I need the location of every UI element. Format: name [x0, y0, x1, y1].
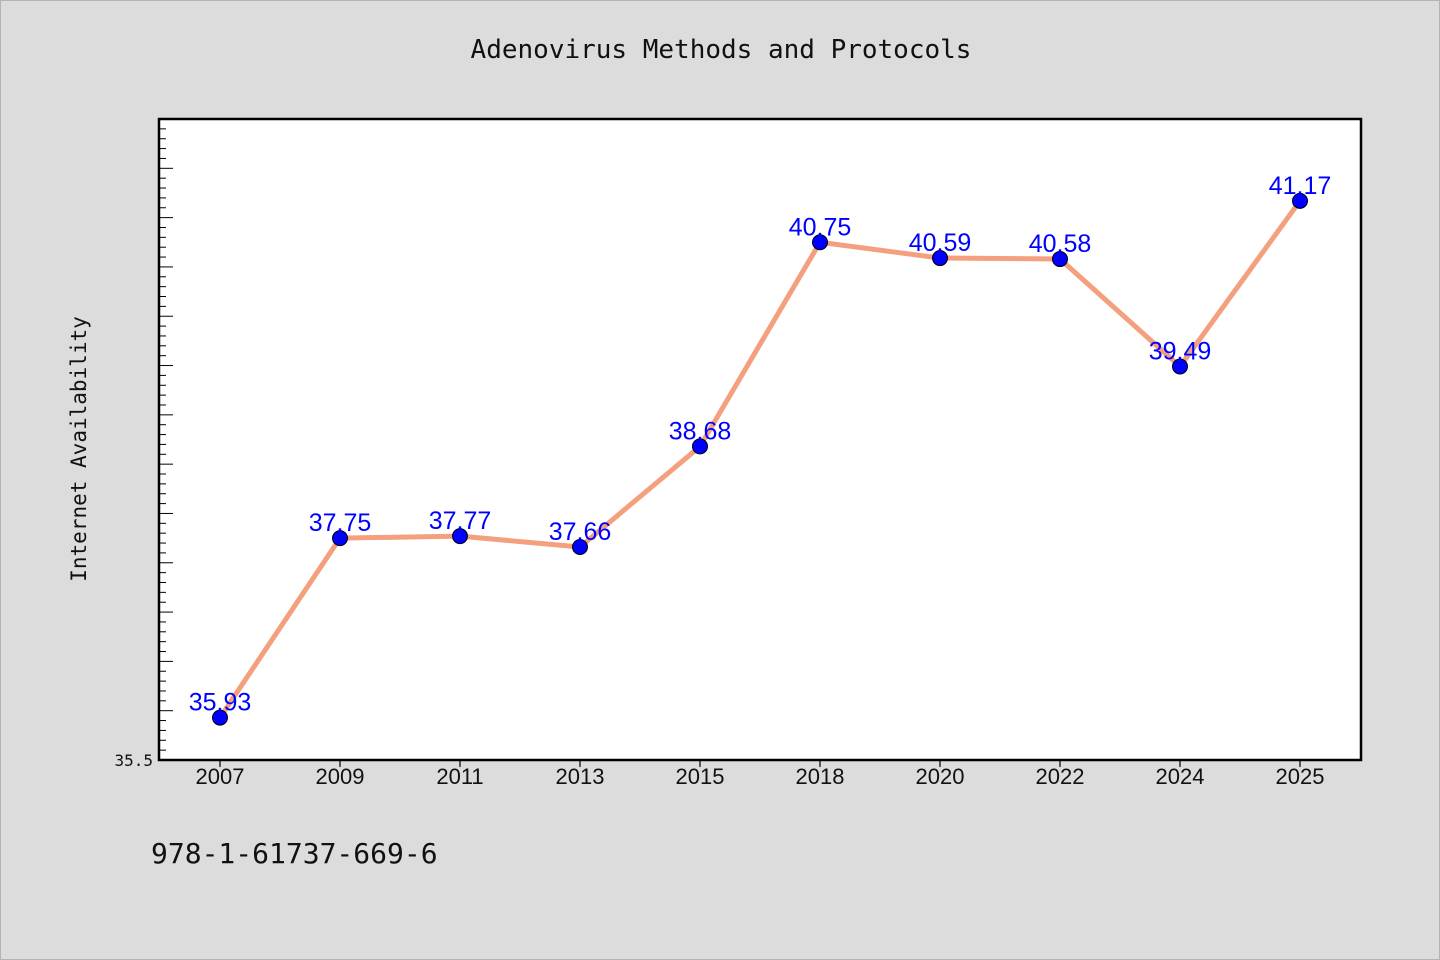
x-tick-label: 2009 [316, 764, 365, 789]
data-point [812, 234, 828, 251]
data-label: 40.59 [909, 229, 972, 257]
x-tick-label: 2022 [1036, 764, 1085, 789]
x-tick-label: 2013 [556, 764, 605, 789]
y-tick-label: 35.5 [114, 751, 153, 770]
x-tick-label: 2020 [916, 764, 965, 789]
data-point [452, 528, 468, 545]
chart-title: Adenovirus Methods and Protocols [470, 35, 972, 65]
isbn-text: 978-1-61737-669-6 [151, 837, 438, 870]
plot-area [157, 117, 1363, 762]
data-point [572, 538, 588, 555]
data-label: 38.68 [669, 417, 732, 445]
data-point [212, 709, 228, 726]
x-tick-label: 2025 [1276, 764, 1325, 789]
data-label: 37.77 [429, 507, 492, 535]
data-point [1292, 192, 1308, 209]
x-tick-label: 2024 [1156, 764, 1205, 789]
data-label: 40.58 [1029, 230, 1092, 258]
data-label: 41.17 [1269, 172, 1332, 200]
data-point [1052, 251, 1068, 268]
data-point [1172, 358, 1188, 375]
x-tick-label: 2007 [196, 764, 245, 789]
x-tick-label: 2018 [796, 764, 845, 789]
series-line [217, 198, 1303, 721]
x-tick-label: 2011 [436, 764, 483, 789]
data-label: 35.93 [189, 689, 252, 717]
data-label: 37.66 [549, 518, 612, 546]
data-label: 40.75 [789, 213, 852, 241]
data-label: 39.49 [1149, 338, 1212, 366]
data-point [932, 250, 948, 267]
data-point [692, 438, 708, 455]
data-label: 37.75 [309, 509, 372, 537]
data-point [332, 530, 348, 547]
x-tick-label: 2015 [676, 764, 725, 789]
